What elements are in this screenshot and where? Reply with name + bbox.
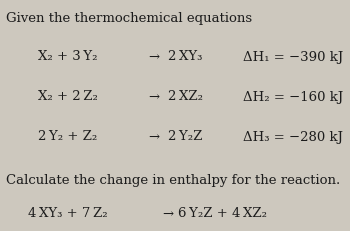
- Text: 2 XZ₂: 2 XZ₂: [168, 90, 203, 103]
- Text: Given the thermochemical equations: Given the thermochemical equations: [6, 12, 252, 25]
- Text: ΔH₃ = −280 kJ: ΔH₃ = −280 kJ: [243, 130, 343, 143]
- Text: X₂ + 3 Y₂: X₂ + 3 Y₂: [38, 50, 98, 63]
- Text: ΔH₁ = −390 kJ: ΔH₁ = −390 kJ: [243, 50, 343, 63]
- Text: ΔH₂ = −160 kJ: ΔH₂ = −160 kJ: [243, 90, 343, 103]
- Text: Calculate the change in enthalpy for the reaction.: Calculate the change in enthalpy for the…: [6, 173, 340, 186]
- Text: 4 XY₃ + 7 Z₂: 4 XY₃ + 7 Z₂: [28, 207, 108, 219]
- Text: →: →: [148, 90, 159, 103]
- Text: X₂ + 2 Z₂: X₂ + 2 Z₂: [38, 90, 98, 103]
- Text: →: →: [148, 50, 159, 63]
- Text: 2 Y₂ + Z₂: 2 Y₂ + Z₂: [38, 130, 97, 143]
- Text: →: →: [148, 130, 159, 143]
- Text: →: →: [162, 207, 173, 219]
- Text: 2 Y₂Z: 2 Y₂Z: [168, 130, 202, 143]
- Text: 2 XY₃: 2 XY₃: [168, 50, 202, 63]
- Text: 6 Y₂Z + 4 XZ₂: 6 Y₂Z + 4 XZ₂: [178, 207, 267, 219]
